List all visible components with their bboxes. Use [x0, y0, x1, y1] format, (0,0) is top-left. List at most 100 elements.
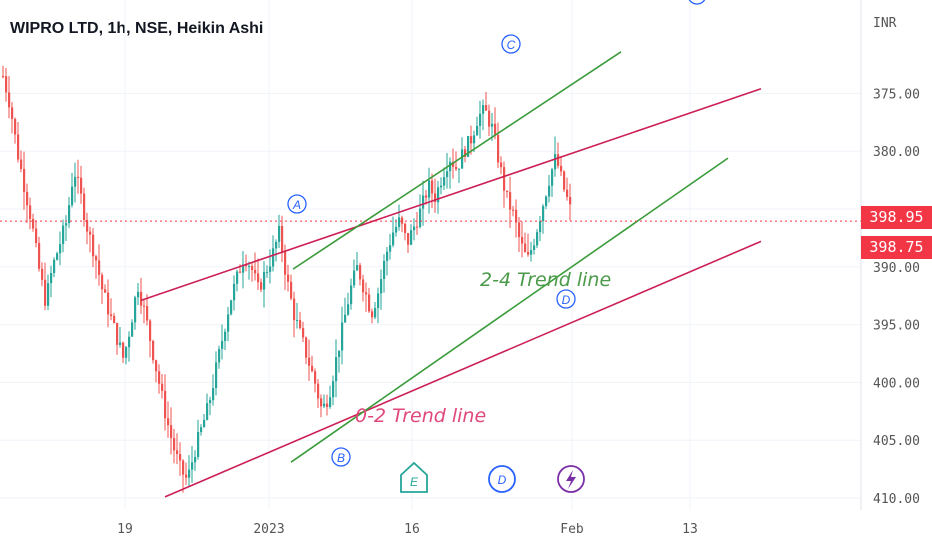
candle-down: [293, 298, 296, 321]
candle-down: [563, 171, 566, 190]
candle-down: [17, 134, 20, 160]
candle-down: [158, 371, 161, 384]
candle-up: [230, 300, 233, 315]
candle-down: [167, 418, 170, 426]
candle-down: [182, 460, 185, 475]
candle-up: [71, 186, 74, 206]
green-channel-lower-line[interactable]: [290, 157, 729, 463]
candle-up: [347, 304, 350, 315]
event-marker[interactable]: [557, 465, 585, 493]
candle-down: [365, 292, 368, 295]
wave-b-text: B: [337, 451, 345, 465]
candle-down: [41, 268, 44, 280]
candle-up: [542, 206, 545, 222]
candle-down: [317, 383, 320, 399]
candle-down: [290, 281, 293, 299]
candle-down: [176, 450, 179, 455]
candle-up: [539, 221, 542, 233]
wave-label-c[interactable]: C: [501, 34, 521, 54]
candle-down: [518, 222, 521, 238]
candle-down: [485, 105, 488, 111]
candle-up: [263, 271, 266, 290]
candle-up: [266, 271, 269, 273]
wave-d-text: D: [562, 293, 571, 307]
candle-up: [212, 388, 215, 401]
candle-up: [548, 185, 551, 197]
red-channel-lower-line[interactable]: [164, 240, 762, 498]
wave-label-e-partial: [688, 0, 706, 5]
last-price-tag: 398.95: [861, 206, 932, 229]
currency-label: INR: [873, 16, 897, 31]
candle-down: [305, 337, 308, 358]
time-tick-label: 16: [404, 522, 420, 537]
earnings-marker[interactable]: E: [400, 461, 428, 493]
candle-down: [80, 177, 83, 194]
drawings: 0-2 Trend line 2-4 Trend line A B C D: [140, 0, 762, 498]
candle-up: [449, 161, 452, 172]
candle-up: [269, 266, 272, 272]
wave-label-a[interactable]: A: [287, 194, 307, 214]
dividend-marker[interactable]: D: [488, 465, 516, 493]
wave-label-d[interactable]: D: [556, 289, 576, 309]
candle-up: [236, 271, 239, 284]
candle-down: [314, 371, 317, 384]
candle-down: [308, 357, 311, 366]
candle-up: [386, 251, 389, 261]
candle-down: [464, 149, 467, 157]
candle-down: [245, 264, 248, 267]
candle-up: [68, 205, 71, 224]
candle-down: [506, 190, 509, 193]
candle-up: [233, 283, 236, 301]
red-channel-upper-line[interactable]: [140, 88, 762, 302]
time-tick-label: 19: [117, 522, 133, 537]
candle-down: [35, 228, 38, 244]
candle-down: [254, 269, 257, 274]
candle-down: [521, 237, 524, 244]
partial-circle: [688, 0, 706, 5]
candle-down: [101, 274, 104, 290]
wave-c-circle: [501, 34, 521, 54]
candle-down: [8, 92, 11, 108]
wave-label-b[interactable]: B: [331, 447, 351, 467]
candle-up: [332, 381, 335, 398]
candle-down: [488, 110, 491, 127]
candle-up: [194, 456, 197, 463]
candle-down: [257, 273, 260, 283]
candle-up: [134, 297, 137, 323]
candle-up: [461, 149, 464, 169]
green-channel-upper-line[interactable]: [292, 51, 622, 270]
candle-up: [47, 283, 50, 306]
candle-up: [200, 427, 203, 432]
candle-down: [452, 161, 455, 167]
candle-up: [209, 400, 212, 404]
candle-down: [143, 305, 146, 307]
candle-down: [185, 474, 188, 478]
candle-up: [389, 245, 392, 252]
candle-down: [239, 271, 242, 273]
candle-down: [284, 251, 287, 275]
candle-down: [434, 193, 437, 203]
dividend-marker-circle: [488, 465, 516, 493]
candle-up: [59, 244, 62, 254]
candle-down: [371, 311, 374, 318]
candle-up: [62, 225, 65, 245]
wave-b-circle: [331, 447, 351, 467]
candle-up: [428, 180, 431, 198]
candle-up: [377, 293, 380, 309]
wave-a-text: A: [292, 198, 301, 212]
candle-down: [302, 328, 305, 338]
candle-up: [410, 230, 413, 245]
candle-down: [98, 260, 101, 275]
candle-down: [146, 306, 149, 321]
time-tick-label: 2023: [253, 522, 284, 537]
candle-up: [353, 270, 356, 286]
candle-down: [116, 322, 119, 345]
candle-down: [122, 342, 125, 358]
candle-down: [401, 217, 404, 224]
candle-down: [77, 176, 80, 178]
candle-down: [494, 123, 497, 135]
candle-down: [251, 265, 254, 270]
candle-up: [74, 176, 77, 187]
candle-up: [278, 225, 281, 242]
